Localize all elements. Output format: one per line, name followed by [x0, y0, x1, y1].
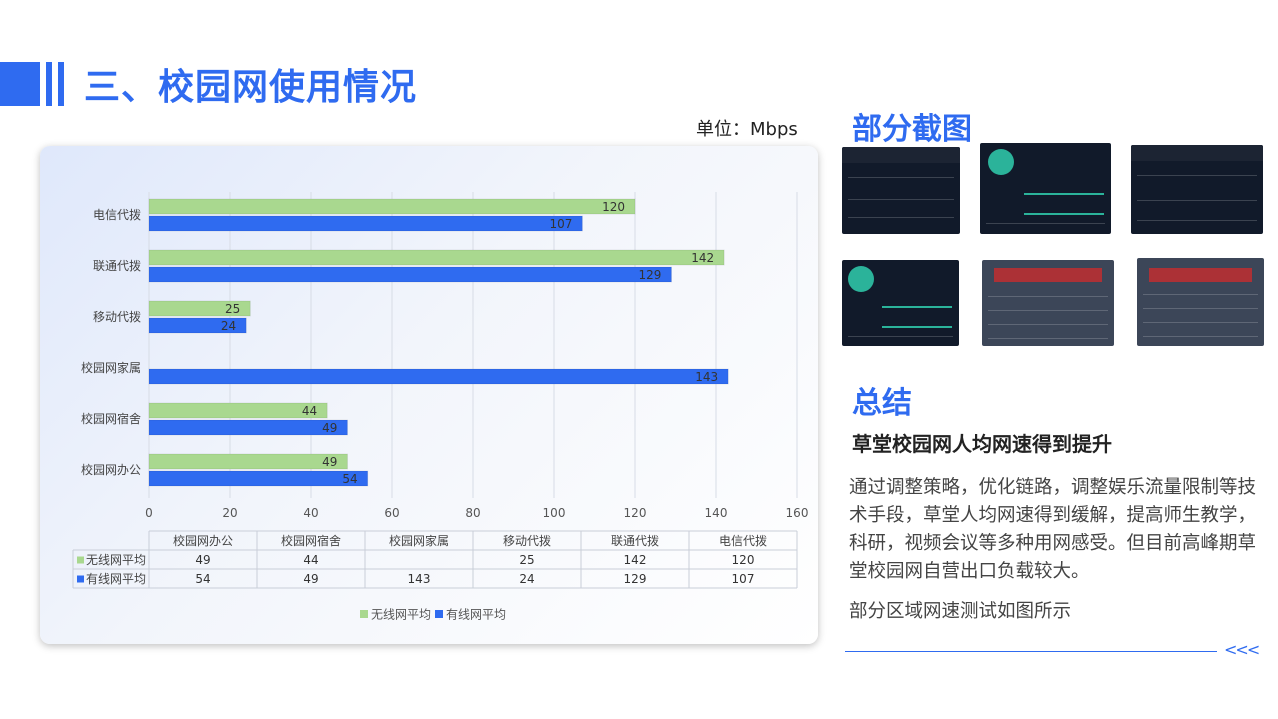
table-cell: 49 — [303, 572, 318, 586]
bar-wired — [148, 368, 729, 385]
table-cell: 129 — [624, 572, 647, 586]
legend-swatch — [435, 610, 443, 618]
table-cell: 120 — [732, 553, 755, 567]
table-column-header: 校园网办公 — [173, 533, 233, 548]
category-label: 校园网宿舍 — [81, 411, 141, 426]
bar-wireless — [148, 198, 636, 215]
category-label: 校园网办公 — [81, 462, 141, 477]
title-accent-stripe — [58, 62, 64, 106]
bar-wireless — [148, 300, 251, 317]
table-column-header: 联通代拨 — [611, 534, 659, 548]
category-label: 电信代拨 — [93, 208, 141, 222]
bar-data-label: 54 — [342, 472, 357, 486]
table-cell: 24 — [519, 572, 534, 586]
bar-data-label: 44 — [302, 404, 317, 418]
table-row-header: 无线网平均 — [86, 553, 146, 567]
summary-body: 通过调整策略，优化链路，调整娱乐流量限制等技术手段，草堂人均网速得到缓解，提高师… — [849, 477, 1257, 582]
table-cell: 142 — [624, 553, 647, 567]
summary-headline: 草堂校园网人均网速得到提升 — [852, 432, 1112, 456]
table-legend-swatch — [77, 556, 84, 564]
bar-wired — [148, 317, 247, 334]
bar-data-label: 107 — [549, 217, 572, 231]
screenshots-title: 部分截图 — [852, 112, 972, 147]
speedtest-screenshot[interactable] — [1137, 258, 1264, 346]
speedtest-screenshot[interactable] — [842, 260, 959, 346]
speedtest-screenshot[interactable] — [980, 143, 1111, 234]
bar-data-label: 129 — [639, 268, 662, 282]
table-legend-swatch — [77, 575, 84, 583]
bar-data-label: 49 — [322, 455, 337, 469]
bar-wireless — [148, 249, 725, 266]
title-accent-bar — [0, 62, 40, 106]
x-tick-label: 0 — [145, 506, 153, 520]
title-accent-stripe — [46, 62, 52, 106]
bar-chart: 0 20 40 60 80 100 120 140 160 电信代拨 120 107 联通代拨 142 12… — [72, 192, 809, 622]
bar-data-label: 25 — [225, 302, 240, 316]
table-row-header: 有线网平均 — [86, 572, 146, 586]
category-label: 联通代拨 — [93, 259, 141, 273]
speedtest-screenshot[interactable] — [1131, 145, 1263, 234]
legend-entry: 无线网平均 — [371, 608, 431, 622]
page-title: 三、校园网使用情况 — [84, 67, 418, 108]
legend-swatch — [360, 610, 368, 618]
bar-wired — [148, 266, 672, 283]
table-cell: 49 — [195, 553, 210, 567]
x-tick-label: 80 — [465, 506, 480, 520]
bar-wireless — [148, 402, 328, 419]
table-cell: 143 — [408, 572, 431, 586]
bar-wired — [148, 215, 583, 232]
legend-entry: 有线网平均 — [446, 608, 506, 622]
speedtest-screenshot[interactable] — [842, 147, 960, 234]
bar-data-label: 142 — [691, 251, 714, 265]
bar-wired — [148, 419, 348, 436]
divider-line — [845, 651, 1217, 652]
x-tick-label: 20 — [222, 506, 237, 520]
speedtest-screenshot[interactable] — [982, 260, 1114, 346]
chart-card: 0 20 40 60 80 100 120 140 160 电信代拨 120 107 联通代拨 142 12… — [40, 146, 818, 644]
bar-data-label: 49 — [322, 421, 337, 435]
table-cell: 54 — [195, 572, 210, 586]
table-cell: 107 — [732, 572, 755, 586]
table-column-header: 电信代拨 — [719, 534, 767, 548]
x-tick-label: 120 — [624, 506, 647, 520]
category-label: 移动代拨 — [93, 310, 141, 324]
bar-data-label: 143 — [695, 370, 718, 384]
bar-wireless — [148, 453, 348, 470]
bar-data-label: 120 — [602, 200, 625, 214]
x-tick-label: 140 — [705, 506, 728, 520]
table-cell: 44 — [303, 553, 318, 567]
x-tick-label: 40 — [303, 506, 318, 520]
x-tick-label: 100 — [543, 506, 566, 520]
bar-wired — [148, 470, 369, 487]
x-tick-label: 60 — [384, 506, 399, 520]
table-column-header: 移动代拨 — [503, 534, 551, 548]
x-tick-label: 160 — [786, 506, 809, 520]
category-label: 校园网家属 — [81, 360, 141, 375]
table-column-header: 校园网家属 — [389, 533, 449, 548]
bar-data-label: 24 — [221, 319, 236, 333]
summary-title: 总结 — [852, 386, 912, 421]
unit-label: 单位：Mbps — [696, 119, 798, 140]
summary-note: 部分区域网速测试如图所示 — [849, 601, 1072, 622]
table-cell: 25 — [519, 553, 534, 567]
table-column-header: 校园网宿舍 — [281, 533, 341, 548]
arrows-decoration: <<< — [1224, 640, 1260, 659]
